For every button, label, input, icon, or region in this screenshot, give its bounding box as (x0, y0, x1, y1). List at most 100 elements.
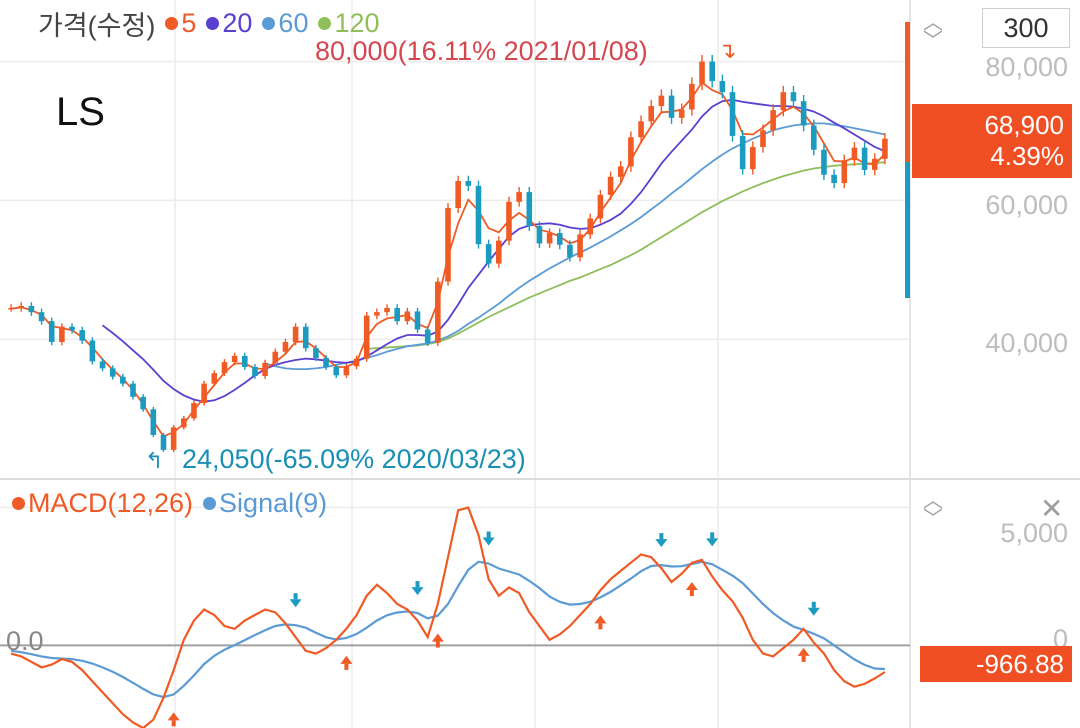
signal-line (10, 560, 885, 699)
candle-body (99, 361, 106, 369)
candle (546, 228, 553, 248)
candle-body (394, 307, 400, 322)
candle-body (465, 180, 472, 186)
macd-scale-stepper[interactable]: ︿ ﹀ (920, 490, 946, 530)
candle (59, 323, 65, 346)
high-marker-icon: ↴ (718, 38, 737, 63)
price-tick-60000: 60,000 (985, 190, 1068, 220)
candle (516, 187, 522, 207)
buy-arrow-icon (797, 647, 810, 656)
candle-body (120, 376, 126, 384)
buy-arrow-icon (431, 633, 444, 642)
ma120-label[interactable]: 120 (334, 8, 380, 38)
signal-label[interactable]: Signal(9) (219, 488, 328, 518)
candle (8, 304, 14, 312)
candle (302, 323, 309, 352)
price-tick-40000: 40,000 (985, 328, 1068, 358)
ma5-label[interactable]: 5 (181, 8, 197, 38)
candle-body (231, 355, 238, 363)
candle-body (69, 326, 75, 331)
candle-body (302, 326, 309, 349)
low-marker-icon: ↰ (145, 448, 164, 473)
candle (739, 130, 746, 175)
candle (587, 213, 594, 240)
candle-body (689, 83, 695, 110)
candle (780, 85, 787, 117)
candle (567, 240, 573, 262)
macd-lines (10, 506, 886, 728)
candle (374, 308, 380, 320)
candle (384, 304, 390, 316)
candle-body (79, 330, 86, 341)
candle (810, 119, 817, 156)
candle-body (882, 138, 888, 159)
buy-arrow-icon (685, 582, 698, 591)
chevron-down-icon[interactable]: ﹀ (923, 30, 943, 52)
candle (658, 89, 665, 113)
candle (424, 326, 431, 346)
chevron-up-icon[interactable]: ︿ (923, 12, 943, 34)
macd-legend: MACD(12,26) Signal(9) (6, 488, 327, 519)
candle-body (18, 305, 25, 308)
candle-body (841, 160, 848, 184)
close-icon[interactable]: ✕ (1040, 493, 1064, 524)
ma20-label[interactable]: 20 (222, 8, 253, 38)
chevron-down-icon[interactable]: ﹀ (923, 508, 943, 530)
candle (323, 354, 329, 370)
candle (750, 141, 756, 175)
candle (28, 302, 35, 316)
candle-body (790, 92, 797, 102)
candle-body (668, 95, 675, 118)
candle-body (8, 307, 14, 310)
candle (343, 363, 350, 379)
candle (465, 175, 472, 192)
candle (506, 196, 512, 246)
candle (485, 239, 492, 268)
candle-body (374, 312, 380, 316)
high-annotation: 80,000(16.11% 2021/01/08) (315, 36, 648, 66)
macd-label[interactable]: MACD(12,26) (28, 488, 194, 518)
candle (404, 307, 411, 325)
candle (241, 352, 248, 370)
sell-arrow-icon (411, 587, 424, 596)
candle (272, 348, 279, 366)
candle-body (485, 244, 492, 264)
candle (617, 161, 624, 183)
candle-body (780, 92, 787, 111)
candle (48, 317, 55, 346)
candle (455, 175, 461, 213)
candle (292, 323, 299, 346)
candle (262, 359, 268, 379)
sell-arrow-icon (289, 599, 302, 608)
current-price-tag: 68,900 4.39% (912, 104, 1072, 178)
candle (363, 312, 370, 362)
signal-dot-icon (203, 497, 217, 510)
candle-body (89, 340, 96, 362)
candle (69, 323, 75, 334)
candle (231, 352, 238, 366)
candle-body (821, 149, 827, 175)
candle (79, 326, 86, 344)
sell-arrow-stem (710, 532, 715, 539)
candle (719, 74, 726, 99)
candle-body (384, 307, 390, 313)
candle-body (445, 208, 451, 282)
period-input[interactable]: 300 (982, 8, 1070, 48)
candle-body (678, 109, 685, 118)
chevron-up-icon[interactable]: ︿ (923, 490, 943, 512)
candle-body (800, 101, 807, 126)
buy-arrow-stem (344, 663, 349, 670)
candle (150, 406, 157, 438)
candle-body (770, 110, 776, 131)
sell-arrow-icon (482, 537, 495, 546)
ma60-label[interactable]: 60 (278, 8, 309, 38)
candle-body (262, 362, 268, 376)
candle-body (567, 244, 573, 258)
price-scale-stepper[interactable]: ︿ ﹀ (920, 12, 946, 52)
candle-body (252, 366, 258, 376)
low-annotation: 24,050(-65.09% 2020/03/23) (182, 444, 526, 474)
ma60-line (264, 122, 886, 370)
candle (181, 415, 187, 430)
